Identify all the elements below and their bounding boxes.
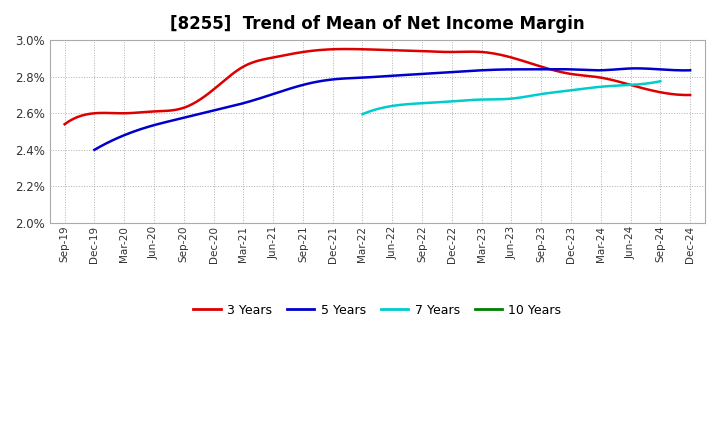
3 Years (445, 49, 454, 55)
3 Years (435, 49, 444, 55)
7 Years (656, 79, 665, 84)
5 Years (685, 68, 694, 73)
5 Years (630, 66, 639, 71)
5 Years (90, 147, 99, 153)
3 Years (685, 92, 694, 98)
3 Years (629, 83, 638, 88)
3 Years (433, 49, 441, 55)
7 Years (534, 92, 543, 97)
3 Years (343, 46, 351, 51)
Title: [8255]  Trend of Mean of Net Income Margin: [8255] Trend of Mean of Net Income Margi… (170, 15, 585, 33)
7 Years (359, 111, 368, 117)
Legend: 3 Years, 5 Years, 7 Years, 10 Years: 3 Years, 5 Years, 7 Years, 10 Years (188, 299, 567, 322)
Line: 3 Years: 3 Years (65, 49, 690, 124)
7 Years (541, 91, 549, 96)
3 Years (63, 120, 71, 125)
5 Years (443, 70, 451, 75)
3 Years (60, 121, 69, 127)
5 Years (592, 68, 600, 73)
3 Years (590, 74, 598, 79)
7 Years (628, 82, 636, 88)
7 Years (536, 92, 544, 97)
Line: 7 Years: 7 Years (362, 81, 660, 114)
5 Years (92, 146, 101, 151)
Line: 5 Years: 5 Years (94, 68, 690, 150)
7 Years (609, 83, 618, 88)
7 Years (358, 112, 366, 117)
5 Years (632, 66, 641, 71)
5 Years (445, 70, 454, 75)
5 Years (455, 69, 464, 74)
